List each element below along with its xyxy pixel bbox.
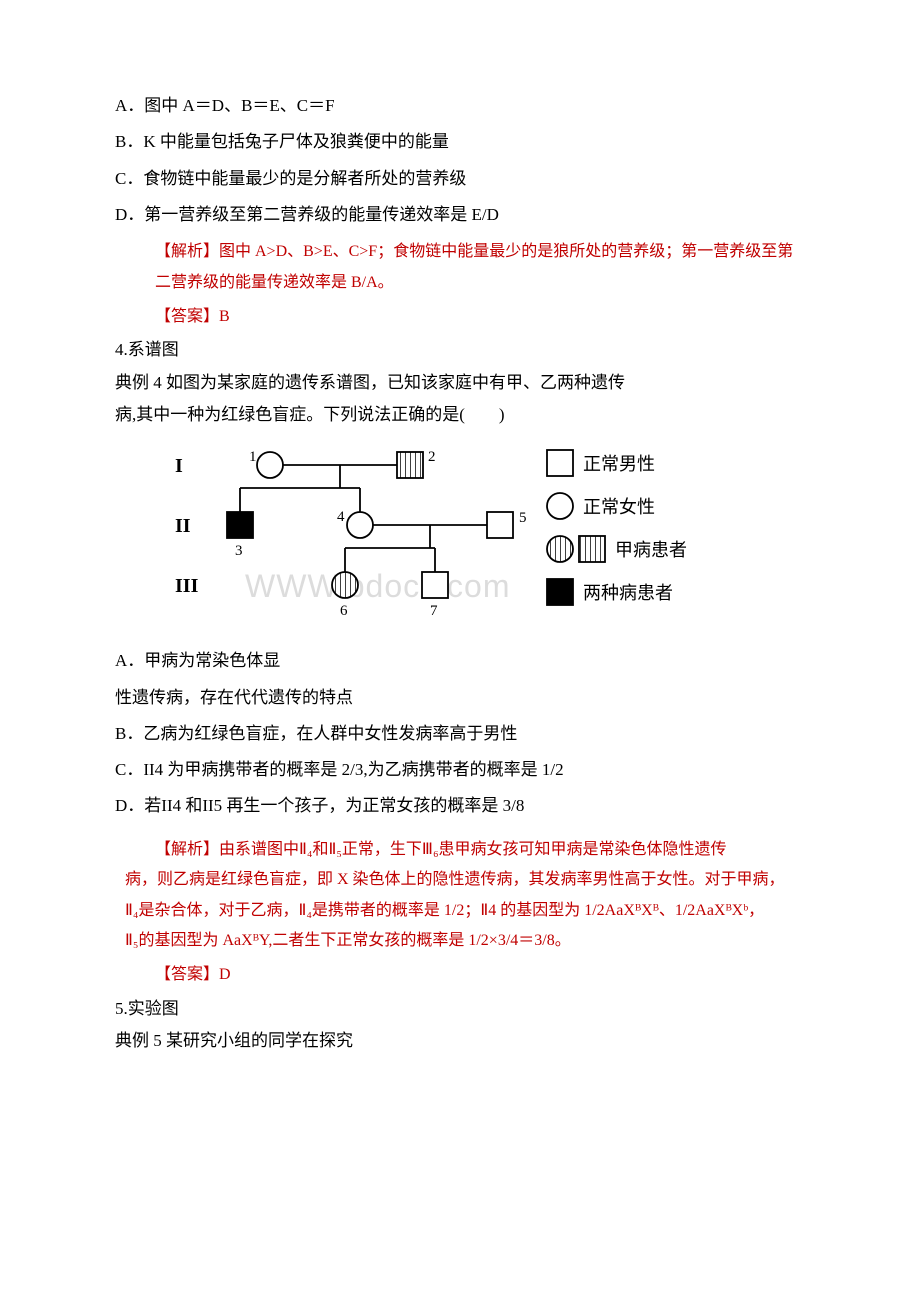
svg-text:7: 7 — [430, 603, 438, 619]
legend-black-icon — [545, 577, 575, 607]
option-c-1: C．食物链中能量最少的是分解者所处的营养级 — [115, 163, 805, 195]
pedigree-legend: 正常男性 正常女性 甲病患者 两种病患者 — [545, 445, 687, 617]
legend-row-disease-a: 甲病患者 — [545, 531, 687, 566]
analysis-2-line3: Ⅱ₄是杂合体，对于乙病，Ⅱ₄是携带者的概率是 1/2；Ⅱ4 的基因型为 1/2A… — [125, 896, 805, 926]
pedigree-diagram: WWW.bdocx.com I II III 1 2 3 4 5 — [175, 443, 755, 633]
pedigree-svg: 1 2 3 4 5 6 7 — [210, 443, 550, 633]
answer-2: 【答案】D — [155, 960, 805, 990]
svg-text:1: 1 — [249, 449, 257, 465]
option-a-2-line2: 性遗传病，存在代代遗传的特点 — [115, 682, 805, 714]
analysis-2-line2: 病，则乙病是红绿色盲症，即 X 染色体上的隐性遗传病，其发病率男性高于女性。对于… — [125, 865, 805, 895]
example-5: 典例 5 某研究小组的同学在探究 — [115, 1025, 805, 1057]
option-d-1: D．第一营养级至第二营养级的能量传递效率是 E/D — [115, 199, 805, 231]
legend-row-both: 两种病患者 — [545, 574, 687, 609]
legend-label-female: 正常女性 — [583, 493, 655, 519]
svg-text:2: 2 — [428, 449, 436, 465]
option-a-2-line1: A．甲病为常染色体显 — [115, 645, 805, 677]
svg-text:6: 6 — [340, 603, 348, 619]
legend-label-male: 正常男性 — [583, 450, 655, 476]
legend-hatched-icon — [545, 534, 607, 564]
svg-text:3: 3 — [235, 543, 243, 559]
option-a-1: A．图中 A＝D、B＝E、C＝F — [115, 90, 805, 122]
legend-label-disease-a: 甲病患者 — [615, 536, 687, 562]
legend-label-both: 两种病患者 — [583, 579, 673, 605]
svg-text:5: 5 — [519, 510, 527, 526]
example-4-line2: 病,其中一种为红绿色盲症。下列说法正确的是( ) — [115, 399, 805, 431]
svg-text:4: 4 — [337, 509, 345, 525]
analysis-2-line4: Ⅱ₅的基因型为 AaXᴮY,二者生下正常女孩的概率是 1/2×3/4＝3/8。 — [125, 926, 805, 956]
gen-label-2: II — [175, 515, 191, 538]
gen-label-1: I — [175, 455, 183, 478]
section-4-title: 4.系谱图 — [115, 334, 805, 366]
example-4-line1: 典例 4 如图为某家庭的遗传系谱图，已知该家庭中有甲、乙两种遗传 — [115, 367, 805, 399]
legend-square-icon — [545, 448, 575, 478]
answer-1: 【答案】B — [155, 302, 805, 332]
legend-circle-icon — [545, 491, 575, 521]
legend-row-female: 正常女性 — [545, 488, 687, 523]
option-b-1: B．K 中能量包括兔子尸体及狼粪便中的能量 — [115, 126, 805, 158]
section-5-title: 5.实验图 — [115, 993, 805, 1025]
legend-row-male: 正常男性 — [545, 445, 687, 480]
option-b-2: B．乙病为红绿色盲症，在人群中女性发病率高于男性 — [115, 718, 805, 750]
analysis-2-line1: 【解析】由系谱图中Ⅱ₄和Ⅱ₅正常，生下Ⅲ₆患甲病女孩可知甲病是常染色体隐性遗传 — [155, 835, 805, 865]
gen-label-3: III — [175, 575, 198, 598]
option-c-2: C．II4 为甲病携带者的概率是 2/3,为乙病携带者的概率是 1/2 — [115, 754, 805, 786]
analysis-1: 【解析】图中 A>D、B>E、C>F；食物链中能量最少的是狼所处的营养级；第一营… — [155, 237, 805, 298]
option-d-2: D．若II4 和II5 再生一个孩子，为正常女孩的概率是 3/8 — [115, 790, 805, 822]
